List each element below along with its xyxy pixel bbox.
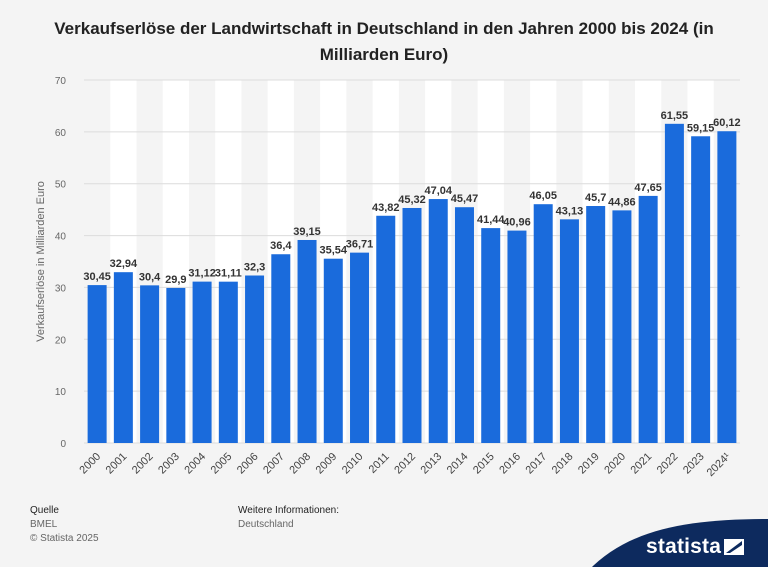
info-block: Weitere Informationen: Deutschland — [238, 504, 339, 532]
y-tick-label: 0 — [60, 439, 66, 450]
source-block: Quelle BMEL © Statista 2025 — [30, 504, 99, 546]
bar — [691, 136, 711, 443]
data-label: 45,32 — [398, 194, 426, 206]
x-tick-label: 2007 — [261, 451, 287, 477]
data-label: 29,9 — [165, 274, 186, 286]
data-label: 46,05 — [529, 190, 557, 202]
x-tick-label: 2010 — [340, 451, 366, 477]
bar — [376, 215, 396, 443]
bar — [533, 204, 553, 443]
data-label: 45,7 — [585, 192, 606, 204]
bar — [140, 285, 160, 443]
y-tick-label: 30 — [55, 283, 67, 294]
bar — [323, 258, 343, 443]
data-label: 30,4 — [139, 271, 161, 283]
x-tick-label: 2001 — [104, 451, 130, 477]
data-label: 36,71 — [346, 239, 374, 251]
y-tick-label: 70 — [55, 76, 67, 87]
x-tick-label: 2017 — [524, 451, 550, 477]
x-tick-label: 2016 — [497, 451, 523, 477]
info-label: Weitere Informationen: — [238, 505, 339, 516]
bar — [297, 239, 317, 443]
y-tick-label: 50 — [55, 180, 67, 191]
data-label: 43,82 — [372, 202, 400, 214]
x-tick-label: 2024¹ — [705, 450, 734, 479]
x-tick-label: 2019 — [576, 451, 602, 477]
statista-logo[interactable]: statista — [646, 535, 722, 558]
x-tick-label: 2005 — [209, 451, 235, 477]
bar — [192, 281, 212, 443]
x-tick-label: 2014 — [445, 451, 471, 477]
x-tick-label: 2011 — [367, 451, 392, 476]
x-tick-label: 2015 — [471, 451, 497, 477]
bar — [271, 254, 291, 443]
data-label: 61,55 — [661, 110, 689, 122]
data-label: 41,44 — [477, 214, 505, 226]
y-tick-label: 40 — [55, 232, 67, 243]
bottom-bar — [0, 567, 768, 571]
bar — [507, 230, 527, 443]
data-label: 59,15 — [687, 122, 715, 134]
data-label: 35,54 — [320, 245, 348, 257]
bar — [245, 275, 265, 443]
data-label: 47,65 — [634, 182, 662, 194]
x-tick-label: 2002 — [130, 451, 156, 477]
x-tick-label: 2003 — [156, 451, 182, 477]
x-tick-label: 2018 — [550, 451, 576, 477]
bar — [218, 281, 238, 443]
x-tick-label: 2012 — [392, 451, 418, 477]
x-tick-label: 2020 — [602, 451, 628, 477]
data-label: 31,12 — [188, 268, 216, 280]
bar — [717, 131, 737, 443]
bar-chart: 0 10 20 30 40 50 60 70 Verkaufserlöse in Milliar… — [35, 76, 741, 479]
bar — [664, 123, 684, 444]
data-label: 32,94 — [110, 258, 138, 270]
bar — [559, 219, 579, 443]
x-tick-label: 2013 — [419, 451, 445, 477]
statista-logo-icon — [724, 539, 744, 555]
bar — [638, 195, 658, 443]
info-value: Deutschland — [238, 519, 294, 530]
y-tick-label: 60 — [55, 128, 67, 139]
y-tick-label: 10 — [55, 387, 67, 398]
data-label: 40,96 — [503, 217, 531, 229]
x-tick-label: 2023 — [681, 451, 707, 477]
data-label: 32,3 — [244, 262, 265, 274]
bar — [350, 252, 370, 443]
brand-wave — [588, 519, 768, 571]
bar — [454, 207, 474, 443]
x-tick-label: 2008 — [287, 451, 313, 477]
data-label: 31,11 — [215, 268, 242, 280]
source-value[interactable]: BMEL — [30, 519, 58, 530]
bar — [402, 207, 422, 443]
source-label: Quelle — [30, 505, 59, 516]
y-tick-label: 20 — [55, 335, 67, 346]
bar — [612, 210, 632, 443]
data-label: 44,86 — [608, 196, 636, 208]
data-label: 43,13 — [556, 205, 584, 217]
x-tick-label: 2021 — [628, 451, 654, 477]
copyright: © Statista 2025 — [30, 533, 99, 544]
x-tick-label: 2004 — [182, 451, 208, 477]
data-label: 39,15 — [293, 226, 321, 238]
data-label: 47,04 — [424, 185, 452, 197]
bar — [428, 199, 448, 443]
x-tick-label: 2006 — [235, 451, 261, 477]
x-tick-label: 2022 — [655, 451, 681, 477]
data-label: 36,4 — [270, 240, 292, 252]
x-tick-label: 2009 — [314, 451, 340, 477]
data-label: 60,12 — [713, 117, 741, 129]
bar — [166, 287, 186, 443]
bar — [481, 228, 501, 443]
bar — [113, 272, 133, 443]
chart-title: Verkaufserlöse der Landwirtschaft in Deu… — [54, 19, 714, 64]
bar — [586, 206, 606, 443]
data-label: 45,47 — [451, 193, 479, 205]
x-tick-label: 2000 — [77, 451, 103, 477]
y-axis-label: Verkaufserlöse in Milliarden Euro — [35, 181, 47, 342]
data-label: 30,45 — [83, 271, 111, 283]
bar — [87, 285, 107, 443]
